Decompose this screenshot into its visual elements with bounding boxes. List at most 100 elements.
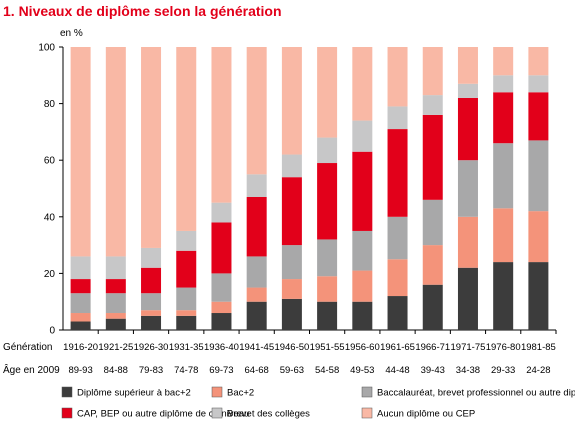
bar-segment-5 [246,174,267,197]
bar-segment-6 [70,47,91,257]
age-label: 84-88 [104,365,128,376]
bar-segment-1 [176,315,197,330]
age-label: 34-38 [456,365,480,376]
bar-segment-1 [493,262,514,330]
bar-segment-2 [141,310,162,316]
bar-segment-1 [281,298,302,330]
bar-segment-4 [352,151,373,231]
bar-segment-6 [246,47,267,175]
age-row-label: Âge en 2009 [3,363,60,376]
bar-segment-3 [176,287,197,311]
legend-label-4: CAP, BEP ou autre diplôme de ce niveau [77,409,249,420]
legend-swatch-6 [361,407,373,419]
generation-label: 1946-50 [274,342,309,353]
age-label: 64-68 [245,365,269,376]
bar-segment-4 [246,196,267,257]
bar-segment-3 [211,273,232,302]
bar-segment-4 [493,92,514,144]
bar-segment-5 [352,120,373,152]
y-tick-label: 0 [49,326,55,337]
bar-segment-6 [176,47,197,231]
bar-segment-3 [317,239,338,277]
generation-label: 1956-60 [345,342,380,353]
bar-segment-5 [281,154,302,178]
bar-segment-3 [246,256,267,288]
bar-segment-6 [281,47,302,155]
bar-segment-6 [141,47,162,248]
bar-segment-5 [105,256,126,280]
bar-segment-6 [211,47,232,203]
generation-label: 1926-30 [134,342,169,353]
generation-label: 1966-71 [415,342,450,353]
legend: Diplôme supérieur à bac+2 Bac+2 Baccalauré… [61,386,575,420]
bar-segment-4 [105,279,126,294]
plot-area: 0 20 40 60 80 100 1916-20 89-93 1921-25 84-88 1926… [3,43,557,376]
age-label: 44-48 [385,365,409,376]
legend-label-5: Brevet des collèges [227,409,310,420]
bar-segment-6 [352,47,373,121]
bar-segment-5 [176,230,197,251]
age-label: 79-83 [139,365,163,376]
age-label: 89-93 [68,365,92,376]
y-tick-label: 40 [44,212,56,223]
bar-segment-1 [105,318,126,330]
bar-segment-2 [387,259,408,297]
y-tick-label: 100 [38,43,55,54]
bar-segment-5 [141,247,162,268]
bar-segment-5 [457,83,478,98]
bar-segment-5 [211,202,232,223]
age-label: 54-58 [315,365,339,376]
generation-row-label: Génération [3,342,52,353]
bar-segment-2 [352,270,373,302]
generation-label: 1921-25 [98,342,133,353]
age-label: 74-78 [174,365,198,376]
generation-label: 1976-80 [486,342,521,353]
legend-swatch-5 [211,407,223,419]
bar-segment-5 [317,137,338,164]
legend-label-6: Aucun diplôme ou CEP [377,409,475,420]
bar-segment-3 [493,143,514,209]
bar-segment-2 [70,313,91,322]
bar-segment-2 [317,276,338,302]
bar-segment-2 [105,313,126,319]
y-tick-label: 80 [44,99,56,110]
bar-segment-1 [70,321,91,330]
bar-segment-1 [317,301,338,330]
generation-label: 1936-40 [204,342,239,353]
bar-segment-4 [422,114,443,200]
bar-segment-2 [246,287,267,302]
bar-segment-1 [352,301,373,330]
bar-segment-4 [70,279,91,294]
bar-segment-3 [281,245,302,280]
bar-segment-4 [317,163,338,240]
bar-segment-1 [246,301,267,330]
age-label: 69-73 [209,365,233,376]
bar-segment-6 [493,47,514,76]
bar-segment-6 [387,47,408,107]
bar-segment-2 [528,211,549,263]
bar-segment-3 [528,140,549,212]
bar-segment-6 [105,47,126,257]
legend-swatch-2 [211,386,223,398]
legend-label-3: Baccalauréat, brevet professionnel ou au… [377,388,575,399]
bar-segment-2 [457,216,478,268]
legend-swatch-3 [361,386,373,398]
generation-label: 1931-35 [169,342,204,353]
bar-segment-4 [457,97,478,161]
age-label: 24-28 [526,365,550,376]
legend-label-2: Bac+2 [227,388,254,399]
y-axis-unit-label: en % [60,28,83,39]
bar-segment-5 [493,75,514,93]
bar-segment-4 [176,250,197,288]
bar-segment-1 [141,315,162,330]
bar-segment-5 [70,256,91,280]
bar-segment-4 [281,177,302,246]
bar-segment-2 [281,279,302,299]
generation-label: 1981-85 [521,342,556,353]
bar-segment-6 [422,47,443,96]
generation-label: 1916-20 [63,342,98,353]
bar-segment-1 [528,262,549,330]
legend-swatch-1 [61,386,73,398]
bar-segment-2 [211,301,232,314]
